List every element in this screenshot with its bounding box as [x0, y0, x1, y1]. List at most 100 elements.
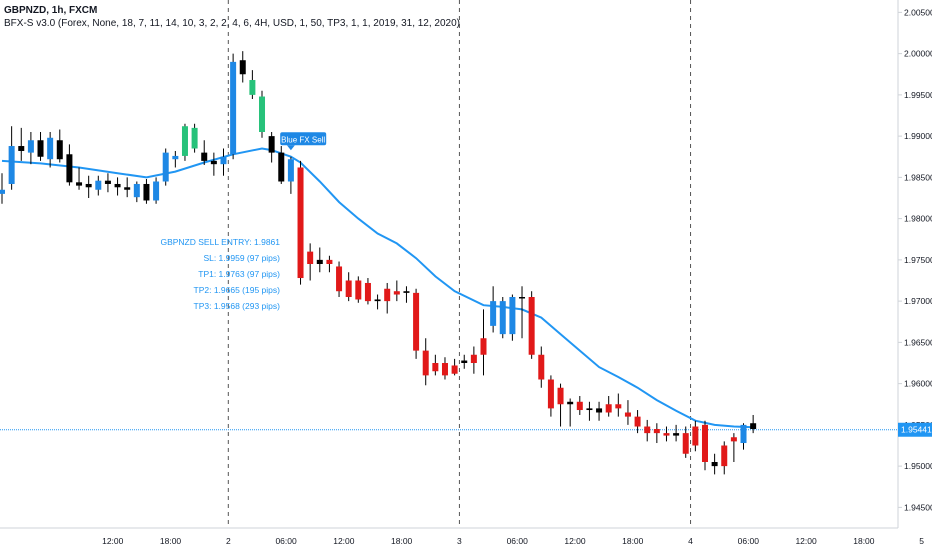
- candle: [345, 272, 352, 302]
- candle-body: [384, 288, 391, 302]
- candle: [509, 294, 516, 341]
- candle: [490, 286, 497, 333]
- candle-body: [586, 408, 593, 411]
- candle-body: [480, 338, 487, 355]
- y-tick-label: 1.98000: [904, 214, 932, 224]
- candle-body: [432, 363, 439, 372]
- candle-body: [403, 291, 410, 293]
- trade-info-line: GBPNZD SELL ENTRY: 1.9861: [160, 237, 280, 247]
- candle: [124, 177, 131, 198]
- candle: [287, 156, 294, 194]
- y-tick-label: 2.00000: [904, 49, 932, 59]
- candle-body: [692, 426, 699, 446]
- candle: [191, 123, 198, 153]
- candle-body: [644, 426, 651, 434]
- y-tick-label: 1.94500: [904, 502, 932, 512]
- candle-body: [653, 429, 660, 434]
- candle-body: [461, 360, 468, 363]
- candle-body: [663, 433, 670, 436]
- price-axis[interactable]: 2.00500 2.00000 1.99500 1.99000 1.98500 1.980…: [897, 0, 932, 528]
- y-tick-label: 1.97500: [904, 255, 932, 265]
- candle-body: [547, 379, 554, 409]
- x-tick-label: 12:00: [564, 536, 586, 546]
- candle-body: [596, 408, 603, 413]
- candle: [547, 375, 554, 417]
- sell-signal: Blue FX Sell: [280, 132, 327, 151]
- candle-body: [287, 159, 294, 182]
- candle: [615, 393, 622, 417]
- candle-body: [355, 280, 362, 300]
- candle-body: [66, 154, 73, 183]
- candle: [114, 177, 121, 196]
- chart-symbol-title: GBPNZD, 1h, FXCM: [4, 5, 98, 16]
- candle: [249, 70, 256, 99]
- candle: [567, 398, 574, 427]
- x-tick-label: 06:00: [507, 536, 529, 546]
- candle-body: [538, 354, 545, 380]
- moving-average-line: [1, 147, 754, 429]
- candle: [413, 288, 420, 359]
- candle: [384, 282, 391, 314]
- candle: [692, 420, 699, 452]
- candle-body: [750, 423, 757, 429]
- candle-body: [95, 180, 102, 190]
- candle: [538, 346, 545, 388]
- x-tick-label: 18:00: [622, 536, 644, 546]
- candle: [673, 424, 680, 442]
- candle: [66, 144, 73, 186]
- candle: [663, 426, 670, 442]
- candle: [56, 129, 63, 163]
- candle: [441, 357, 448, 380]
- candle: [336, 261, 343, 297]
- candle-body: [624, 412, 631, 417]
- trade-info-line: TP2: 1.9665 (195 pips): [194, 285, 281, 295]
- candle: [153, 177, 160, 204]
- candle-body: [201, 152, 208, 161]
- candle: [316, 247, 323, 273]
- candle-body: [27, 140, 34, 153]
- candle-body: [181, 126, 188, 156]
- candle: [95, 175, 102, 196]
- candle: [403, 286, 410, 303]
- x-tick-label: 12:00: [795, 536, 817, 546]
- candle-body: [316, 259, 323, 264]
- candle-body: [490, 301, 497, 326]
- candle: [557, 383, 564, 427]
- candle: [307, 243, 314, 281]
- trade-info-block: GBPNZD SELL ENTRY: 1.9861 SL: 1.9959 (97 …: [160, 237, 280, 311]
- candle-body: [278, 152, 285, 182]
- day-separators: [227, 0, 692, 528]
- candle: [422, 338, 429, 386]
- candle: [47, 132, 54, 168]
- candle: [653, 423, 660, 444]
- candle-body: [230, 61, 237, 155]
- candle-body: [374, 299, 381, 302]
- candle: [268, 132, 275, 163]
- candle: [297, 160, 304, 285]
- y-tick-label: 1.99000: [904, 131, 932, 141]
- y-tick-label: 1.96000: [904, 379, 932, 389]
- candle-body: [8, 146, 15, 184]
- candle-body: [239, 60, 246, 75]
- candle: [750, 414, 757, 434]
- x-tick-label: 06:00: [738, 536, 760, 546]
- candle: [480, 309, 487, 376]
- candle: [220, 148, 227, 176]
- candle-body: [528, 297, 535, 355]
- candle: [85, 175, 92, 198]
- x-tick-label: 5: [919, 536, 924, 546]
- candle: [104, 173, 111, 193]
- candle: [586, 401, 593, 421]
- time-axis[interactable]: 12:00 18:00 2 06:00 12:00 18:00 3 06:00 12:00 18:…: [0, 527, 924, 546]
- candle-body: [615, 404, 622, 409]
- candle: [461, 354, 468, 369]
- candle: [181, 123, 188, 161]
- candle-body: [393, 291, 400, 295]
- trade-info-line: TP1: 1.9763 (97 pips): [198, 269, 280, 279]
- candle: [528, 291, 535, 359]
- candle-body: [576, 401, 583, 411]
- candle-body: [364, 282, 371, 302]
- candle: [596, 401, 603, 421]
- candle-body: [76, 182, 83, 186]
